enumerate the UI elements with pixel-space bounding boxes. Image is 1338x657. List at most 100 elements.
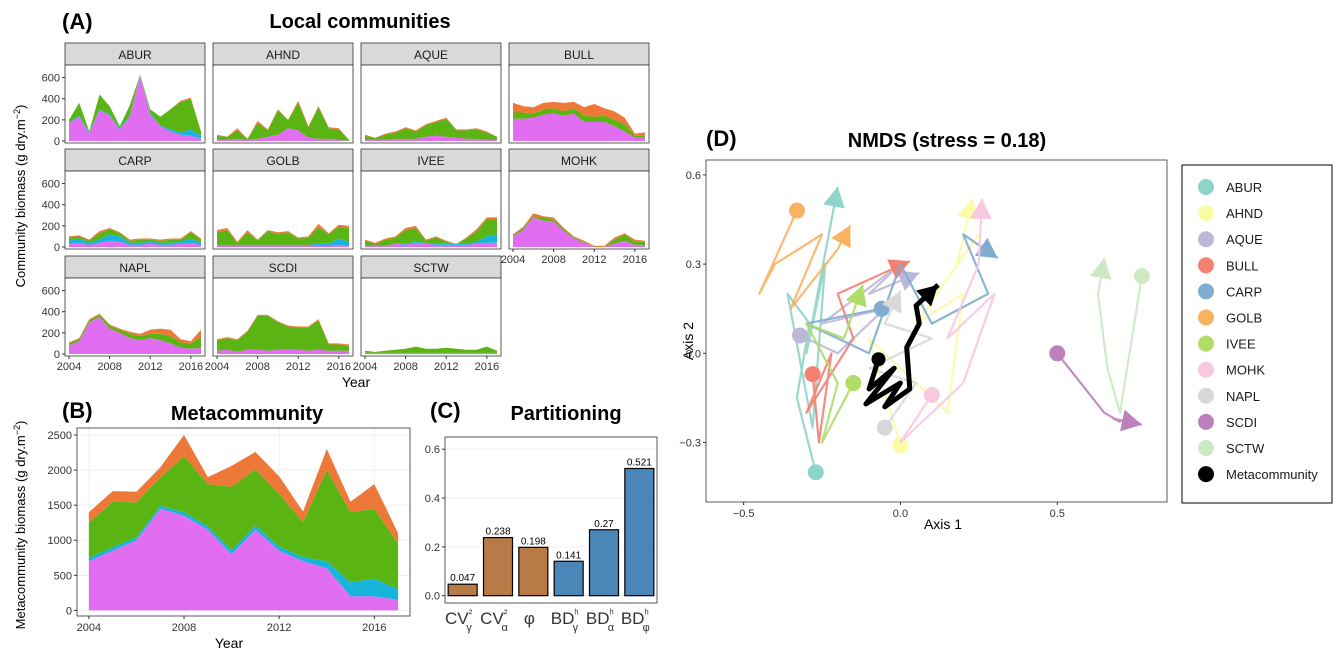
trajectory-line [863, 283, 940, 410]
category-label-sup: ² [469, 608, 473, 620]
panel-a-ylabel-sup: −2 [12, 109, 22, 119]
facet-strip-label: ABUR [118, 48, 152, 62]
trajectory-line [1096, 257, 1143, 414]
category-label: BDʰ γ [551, 608, 579, 634]
facet-border [360, 277, 502, 357]
panel-b-title: Metacommunity [171, 403, 324, 425]
facet-area-cyan [69, 74, 201, 139]
y-tick-label: 0 [54, 242, 60, 254]
trajectory-start-point [876, 419, 893, 436]
legend-label: CARP [1226, 284, 1262, 299]
y-tick-label: 600 [42, 179, 60, 191]
facet-bull: BULL [508, 42, 650, 144]
bar-value-label: 0.141 [556, 550, 581, 561]
facet-border [212, 64, 354, 144]
facet-border [64, 170, 206, 250]
x-tick-label: 2016 [179, 361, 203, 373]
facet-area-orange [513, 101, 645, 136]
facet-area-green [69, 314, 201, 349]
facet-area-magenta [513, 113, 645, 141]
trajectory-start-point [1049, 345, 1066, 362]
legend-item-ivee: IVEE [1198, 335, 1256, 352]
bar-value-label: 0.238 [485, 527, 510, 538]
facet-strip-label: BULL [564, 48, 594, 62]
y-tick-label: 200 [42, 115, 60, 127]
facet-strip-label: MOHK [561, 154, 597, 168]
trajectory-end-arrow [845, 284, 867, 308]
trajectory-line [758, 210, 852, 310]
category-label: CV² α [480, 608, 508, 634]
legend-label: Metacommunity [1226, 467, 1318, 482]
legend-label: AQUE [1226, 232, 1263, 247]
x-tick-label: 2012 [138, 361, 162, 373]
trajectory-start-point [923, 386, 940, 403]
plot-border [444, 436, 658, 604]
metacommunity-area-green [88, 456, 399, 590]
y-tick-label: 0 [54, 349, 60, 361]
legend-item-ahnd: AHND [1198, 205, 1263, 222]
x-tick-label: 2008 [245, 361, 269, 373]
x-tick-label: 2008 [172, 622, 196, 634]
x-tick-label: 0.5 [1050, 508, 1065, 520]
legend-swatch [1198, 413, 1214, 430]
panel-b-ylabel-text: Metacommunity biomass (g dry.m [13, 435, 28, 629]
trajectory-end-arrow [915, 284, 939, 307]
y-tick-label: 1000 [48, 535, 72, 547]
bar-value-label: 0.047 [450, 573, 475, 584]
trajectory-start-point [892, 437, 909, 454]
panel-b-xlabel: Year [215, 635, 244, 651]
legend-swatch [1198, 335, 1214, 352]
trajectory-sctw [1089, 257, 1150, 414]
y-tick-label: 2500 [48, 430, 72, 442]
trajectory-start-point [807, 464, 824, 481]
facet-area-magenta [217, 349, 349, 354]
facet-strip-label: SCDI [269, 261, 298, 275]
facet-carp: CARP 0 200 400 600 [42, 148, 206, 254]
category-label-sub: φ [643, 622, 650, 634]
bar-value-label: 0.198 [521, 536, 546, 547]
category-label-base: φ [524, 609, 535, 628]
facet-area-cyan [69, 234, 201, 245]
panel-b-ylabel-sup: −2 [12, 425, 22, 435]
facet-ahnd: AHND [212, 42, 354, 144]
y-tick-label: 400 [42, 307, 60, 319]
facet-sctw: SCTW 2004 2008 2012 2016 [353, 255, 502, 373]
trajectory-end-arrow [823, 186, 845, 209]
facet-border [212, 170, 354, 250]
facet-area-orange [365, 217, 497, 244]
panel-c-plot: 0.047 0.238 0.198 0.141 0.27 0.521 0.0 0.2 0.4 0.… [425, 436, 658, 634]
trajectory-line [805, 284, 864, 444]
facet-area-magenta [217, 244, 349, 247]
panel-c-label: (C) [430, 398, 461, 423]
metacommunity-area-cyan [88, 505, 399, 600]
x-tick-label: 2012 [582, 254, 606, 266]
metacommunity-area-magenta [88, 508, 399, 611]
facet-area-magenta [69, 240, 201, 247]
plot-background [706, 160, 1167, 502]
facet-border [508, 64, 650, 144]
x-tick-label: 2016 [362, 622, 386, 634]
facet-strip-label: NAPL [119, 261, 151, 275]
legend-label: SCTW [1226, 441, 1265, 456]
bar-3 [553, 560, 584, 597]
trajectory-end-arrow [831, 225, 851, 249]
category-label-sup: ʰ [574, 608, 578, 620]
trajectory-end-arrow [1120, 409, 1142, 432]
legend-item-abur: ABUR [1198, 179, 1262, 195]
y-tick-label: 1500 [48, 500, 72, 512]
x-tick-label: 2016 [475, 361, 499, 373]
y-tick-label: 0.0 [425, 591, 440, 603]
facet-area-green [217, 102, 349, 141]
trajectory-start-point [804, 366, 821, 383]
trajectory-metacommunity [863, 283, 940, 410]
panel-b-plot: 0 500 1000 1500 2000 2500 2004 2008 2012 2016 [48, 427, 411, 634]
bar-4 [588, 529, 620, 597]
x-tick-label: 2004 [205, 361, 229, 373]
x-tick-label: 2016 [623, 254, 647, 266]
facet-area-magenta [365, 135, 497, 141]
facet-area-magenta [365, 352, 497, 354]
x-tick-label: 0.0 [893, 508, 908, 520]
facet-border [360, 170, 502, 250]
y-tick-label: 0 [66, 605, 72, 617]
